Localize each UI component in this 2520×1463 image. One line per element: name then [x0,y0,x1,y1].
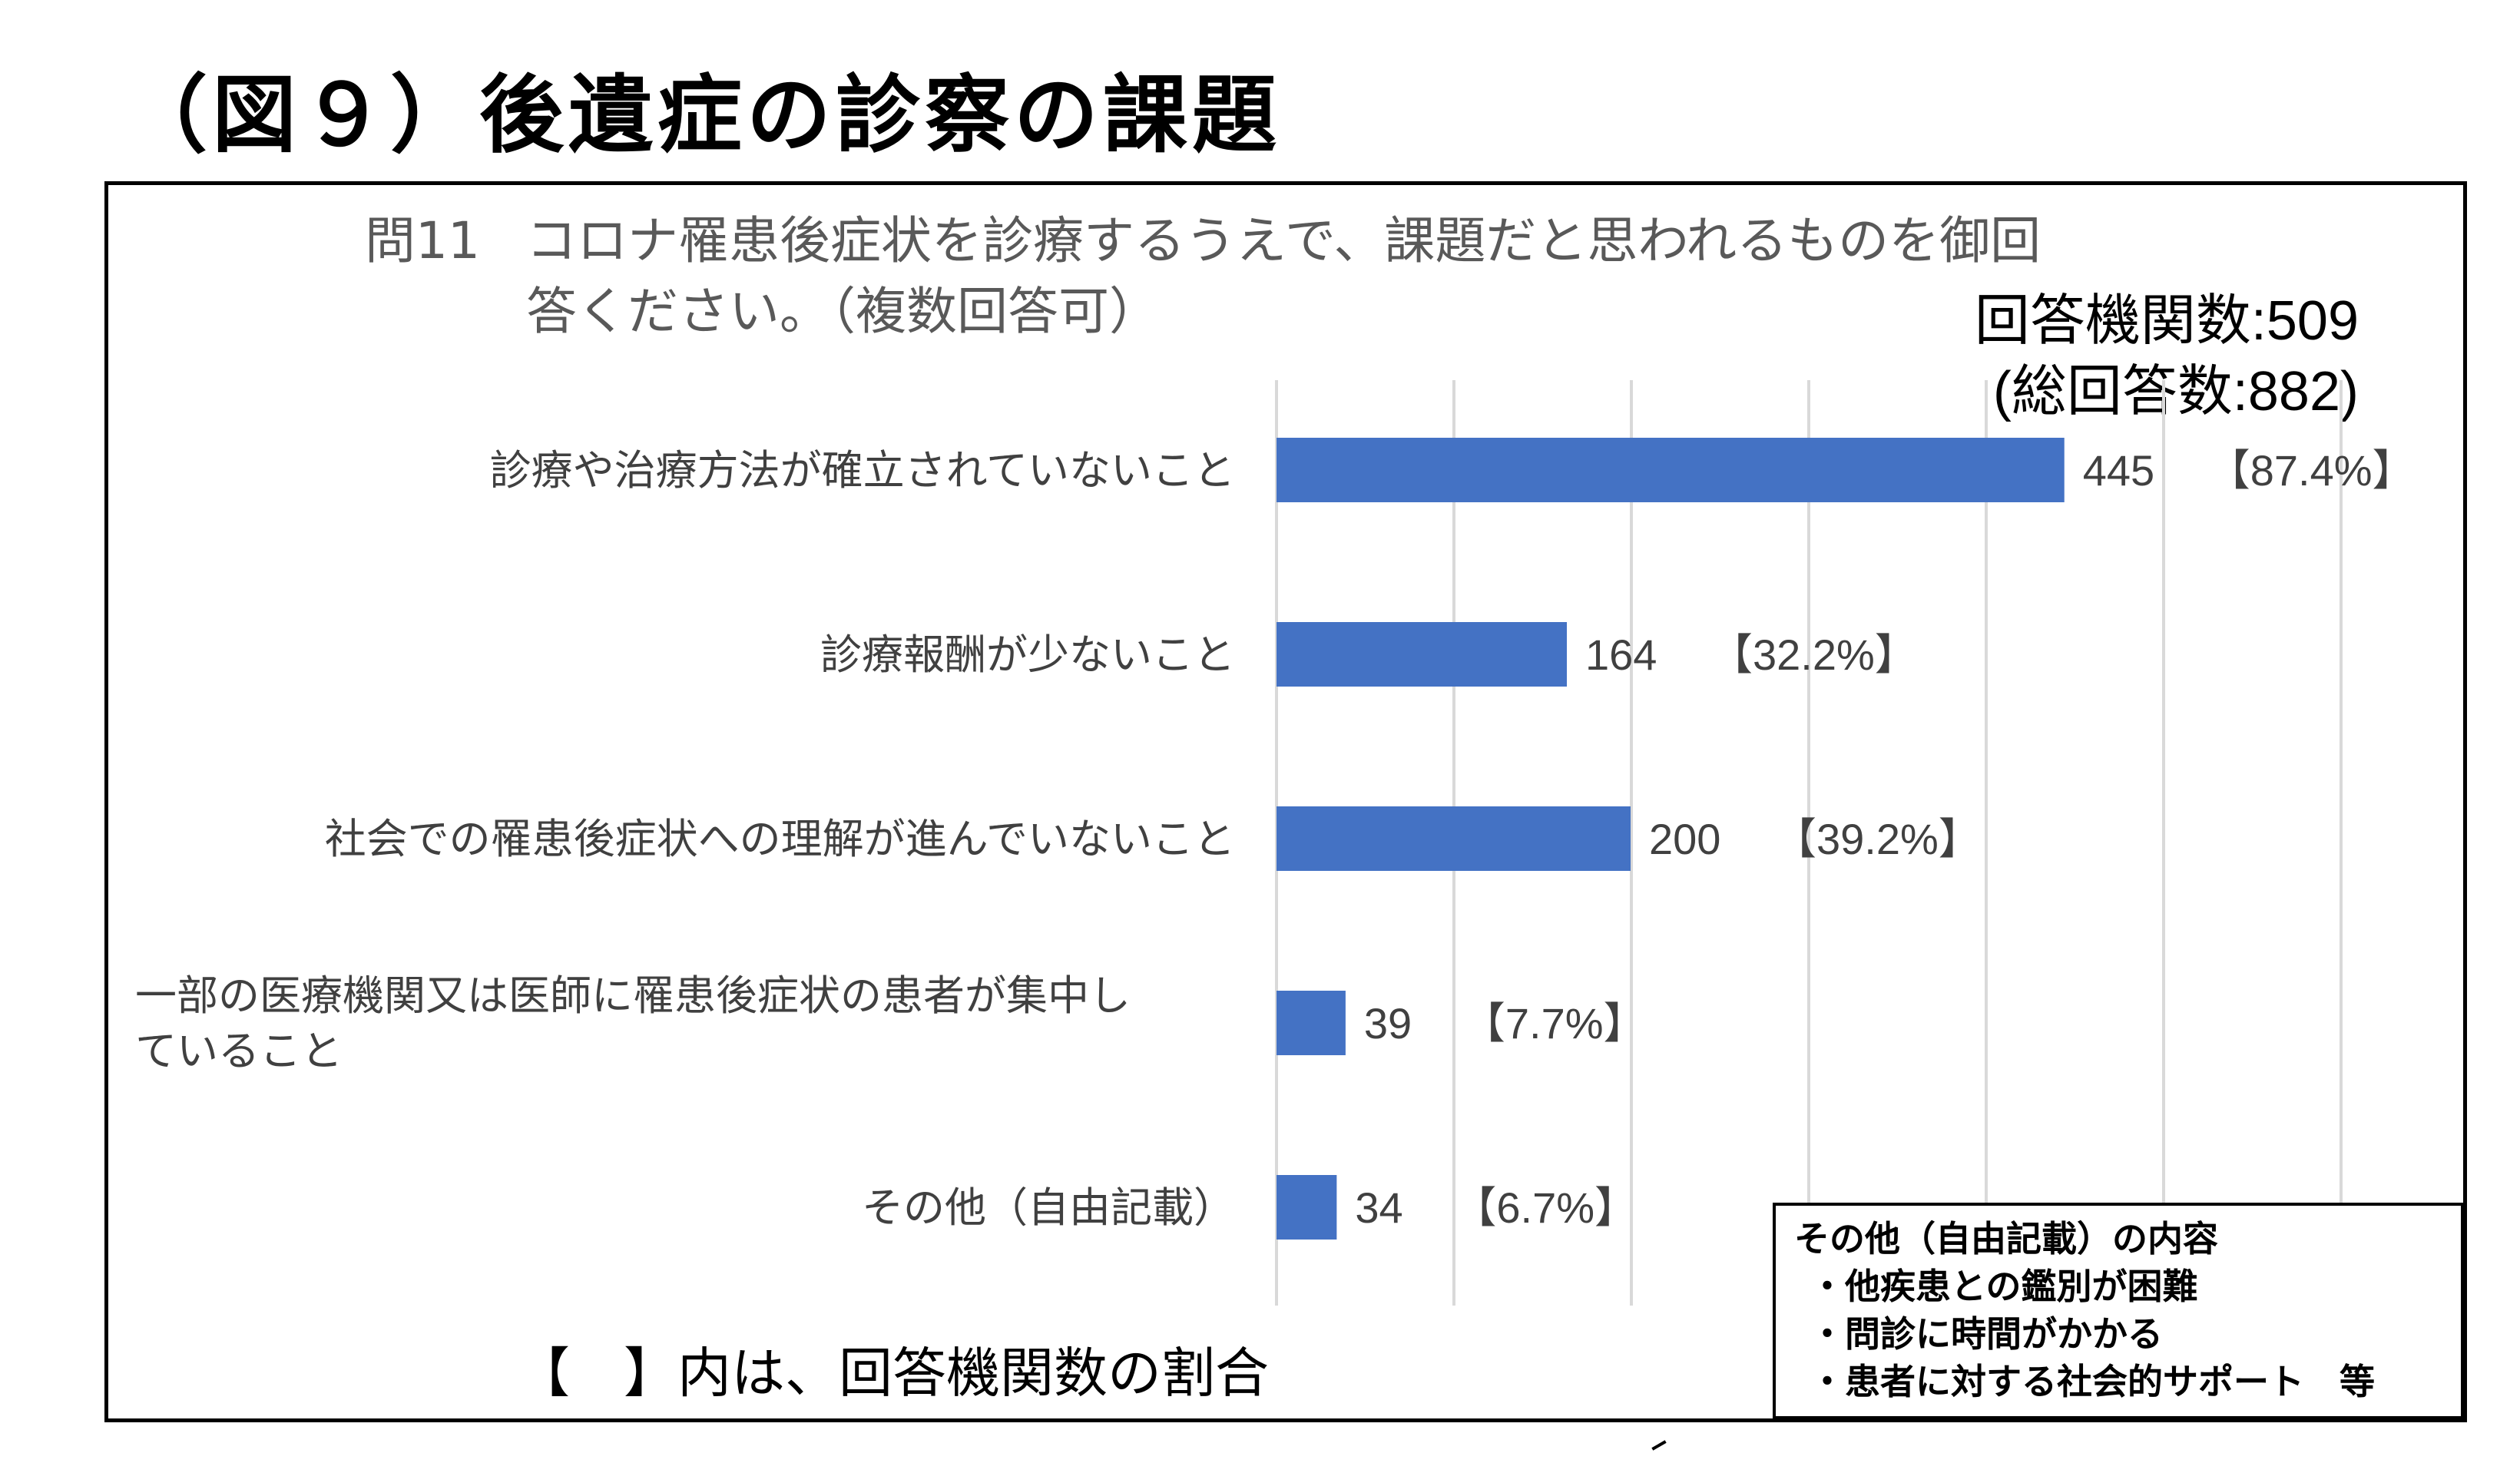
value-labels: 445 【87.4%】 164 【32.2%】 200 【39.2%】 39 【7.7%】 34… [1355,446,2415,1232]
value-label: 164 [1585,631,1657,679]
value-label: 39 [1364,999,1412,1048]
footnote: 【 】内は、回答機関数の割合 [516,1342,1269,1405]
chart-frame [104,181,2467,1422]
category-label: 社会での罹患後症状への理解が進んでいないこと [325,815,1235,863]
other-response-item: ・患者に対する社会的サポート 等 [1810,1361,2375,1402]
question-line-1: 問11 コロナ罹患後症状を診療するうえで、課題だと思われるものを御回 [365,206,2041,276]
other-response-item: ・他疾患との鑑別が困難 [1810,1266,2198,1307]
category-label: 診療や治療方法が確立されていないこと [490,446,1235,495]
question-number: 問11 [365,211,480,270]
percent-label: 【87.4%】 [2207,446,2416,495]
value-label: 34 [1355,1183,1402,1232]
percent-label: 【32.2%】 [1710,631,1918,679]
other-responses-box: その他（自由記載）の内容 ・他疾患との鑑別が困難 ・問診に時間がかかる ・患者に… [1773,1203,2464,1419]
category-label: 一部の医療機関又は医師に罹患後症状の患者が集中していること [135,971,1131,1075]
percent-label: 【6.7%】 [1453,1183,1638,1232]
category-labels: 診療や治療方法が確立されていないこと診療報酬が少ないこと社会での罹患後症状への理… [135,446,1235,1232]
percent-label: 【7.7%】 [1462,999,1647,1048]
total-answer-count: (総回答数:882) [1992,361,2359,422]
bars [1277,438,2065,1240]
other-response-item: ・問診に時間がかかる [1810,1313,2163,1355]
bar [1277,622,1568,687]
response-counts: 回答機関数:509 (総回答数:882) [1975,286,2359,427]
other-responses-heading: その他（自由記載）の内容 [1794,1218,2218,1259]
question-line-1-text: コロナ罹患後症状を診療するうえで、課題だと思われるものを御回 [526,211,2041,270]
percent-label: 【39.2%】 [1773,815,1982,863]
value-label: 445 [2083,446,2154,495]
institution-count: 回答機関数:509 [1974,290,2359,352]
bar [1277,991,1346,1055]
grid-lines [1275,380,2343,1306]
bar [1277,806,1631,871]
figure-title: （図９）後遺症の診察の課題 [123,66,1281,164]
question-line-2: 答ください。（複数回答可） [526,282,1160,341]
question-text: 問11 コロナ罹患後症状を診療するうえで、課題だと思われるものを御回 答ください。… [365,206,2041,347]
value-label: 200 [1649,815,1720,863]
category-label: 診療報酬が少ないこと [820,631,1235,679]
category-label-line: 一部の医療機関又は医師に罹患後症状の患者が集中し [135,971,1131,1020]
category-label: その他（自由記載） [862,1183,1235,1232]
bar [1277,438,2065,502]
category-label-line: ていること [135,1027,343,1075]
bar [1277,1175,1337,1240]
